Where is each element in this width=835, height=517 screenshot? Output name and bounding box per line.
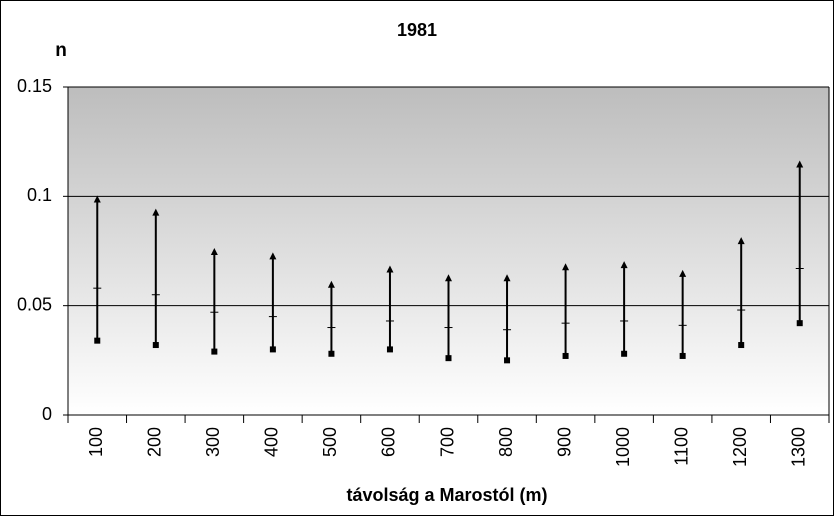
y-tick-label: 0.05 [17,294,52,314]
high-marker [620,261,628,269]
y-tick-label: 0 [42,404,52,424]
low-marker [562,352,569,359]
x-tick-label: 1300 [788,427,808,467]
low-marker [94,337,101,344]
high-marker [445,274,452,282]
low-marker [386,346,393,353]
y-tick-label: 0.15 [17,76,52,96]
low-marker [679,352,686,359]
x-tick-label: 400 [262,427,282,457]
low-marker [621,350,628,357]
x-tick-label: 300 [203,427,223,457]
x-tick-label: 1000 [613,427,633,467]
x-axis-label: távolság a Marostól (m) [346,485,547,505]
x-tick-label: 1100 [671,427,691,466]
x-tick-label: 700 [437,427,457,457]
low-marker [445,355,452,362]
x-tick-label: 500 [320,427,340,457]
high-marker [269,252,277,260]
low-marker [504,357,511,364]
high-marker [152,208,160,216]
y-tick-label: 0.1 [27,185,52,205]
low-marker [328,350,335,357]
x-tick-label: 100 [86,427,106,457]
low-marker [211,348,218,355]
high-marker [562,263,570,271]
y-axis-label: n [55,40,67,61]
high-marker [679,269,687,277]
x-tick-label: 900 [554,427,574,457]
high-marker [737,237,745,245]
high-marker [386,265,394,273]
x-tick-label: 600 [379,427,399,457]
x-tick-label: 1200 [730,427,750,467]
high-marker [327,280,335,288]
x-tick-label: 800 [496,427,516,457]
high-marker [503,274,511,282]
x-tick-label: 200 [145,427,165,457]
low-marker [152,342,159,349]
chart-title: 1981 [397,20,437,40]
high-marker [796,160,804,168]
high-marker [210,248,218,255]
low-marker [738,342,745,349]
low-marker [796,320,803,327]
plot-area [68,87,829,415]
low-marker [269,346,276,353]
high-marker [93,195,101,203]
